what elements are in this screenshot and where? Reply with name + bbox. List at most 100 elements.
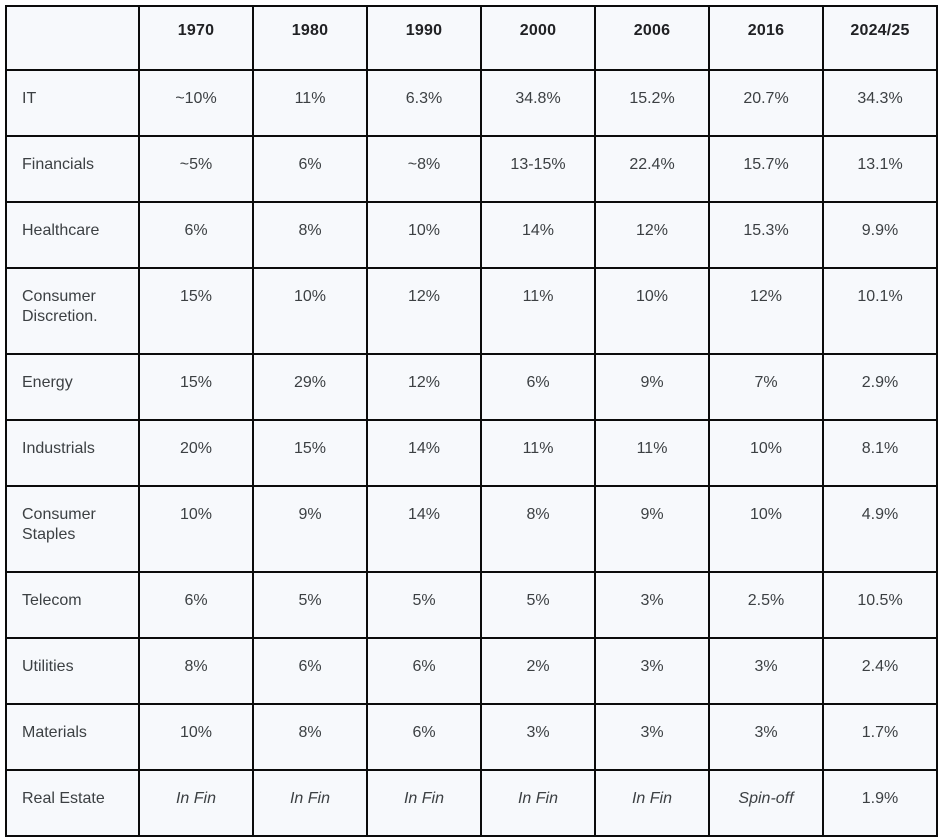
cell-value: 9%: [594, 485, 710, 573]
cell-value: 4.9%: [822, 485, 938, 573]
cell-value: 14%: [366, 485, 482, 573]
cell-value: 9%: [252, 485, 368, 573]
cell-value: 3%: [594, 571, 710, 639]
cell-value: 6%: [480, 353, 596, 421]
table-row: Industrials 20% 15% 14% 11% 11% 10% 8.1%: [5, 419, 938, 487]
cell-value: 14%: [480, 201, 596, 269]
cell-value: 6%: [252, 135, 368, 203]
cell-value: 29%: [252, 353, 368, 421]
cell-value: 7%: [708, 353, 824, 421]
cell-value: 13-15%: [480, 135, 596, 203]
page: 1970 1980 1990 2000 2006 2016 2024/25 IT ~10% 11…: [5, 5, 938, 837]
cell-value: 6%: [366, 703, 482, 771]
cell-value: 6.3%: [366, 69, 482, 137]
cell-value: 8%: [138, 637, 254, 705]
table-row: IT ~10% 11% 6.3% 34.8% 15.2% 20.7% 34.3%: [5, 69, 938, 137]
table-row: Materials 10% 8% 6% 3% 3% 3% 1.7%: [5, 703, 938, 771]
cell-value: ~10%: [138, 69, 254, 137]
cell-value: 6%: [138, 201, 254, 269]
cell-value: 3%: [594, 637, 710, 705]
cell-value: 15.2%: [594, 69, 710, 137]
cell-value: 10%: [366, 201, 482, 269]
column-header-year: 1980: [252, 5, 368, 71]
table-row: Consumer Discretion. 15% 10% 12% 11% 10% 12% 10…: [5, 267, 938, 355]
cell-value: 2.5%: [708, 571, 824, 639]
cell-value: 1.9%: [822, 769, 938, 837]
table-row: Real Estate In Fin In Fin In Fin In Fin In Fi…: [5, 769, 938, 837]
cell-value: 2%: [480, 637, 596, 705]
table-header-row: 1970 1980 1990 2000 2006 2016 2024/25: [5, 5, 938, 71]
cell-value: 10%: [708, 419, 824, 487]
cell-value: 10%: [138, 703, 254, 771]
cell-value: In Fin: [366, 769, 482, 837]
cell-value: 3%: [480, 703, 596, 771]
cell-value: 6%: [366, 637, 482, 705]
cell-value: 15.7%: [708, 135, 824, 203]
cell-value: 15%: [138, 353, 254, 421]
cell-value: 9%: [594, 353, 710, 421]
cell-value: 12%: [366, 353, 482, 421]
cell-value: 10%: [252, 267, 368, 355]
cell-value: 12%: [594, 201, 710, 269]
row-label: Financials: [5, 135, 140, 203]
cell-value: In Fin: [252, 769, 368, 837]
table-row: Financials ~5% 6% ~8% 13-15% 22.4% 15.7% 13.1%: [5, 135, 938, 203]
cell-value: ~8%: [366, 135, 482, 203]
cell-value: 5%: [480, 571, 596, 639]
cell-value: 5%: [252, 571, 368, 639]
column-header-year: 2024/25: [822, 5, 938, 71]
cell-value: 1.7%: [822, 703, 938, 771]
table-row: Telecom 6% 5% 5% 5% 3% 2.5% 10.5%: [5, 571, 938, 639]
cell-value: 34.3%: [822, 69, 938, 137]
cell-value: 11%: [480, 267, 596, 355]
cell-value: Spin-off: [708, 769, 824, 837]
cell-value: 2.9%: [822, 353, 938, 421]
cell-value: In Fin: [138, 769, 254, 837]
column-header-year: 2000: [480, 5, 596, 71]
cell-value: 34.8%: [480, 69, 596, 137]
cell-value: 13.1%: [822, 135, 938, 203]
cell-value: 8.1%: [822, 419, 938, 487]
column-header-year: 1990: [366, 5, 482, 71]
row-label: Industrials: [5, 419, 140, 487]
corner-header-cell: [5, 5, 140, 71]
sector-weights-table: 1970 1980 1990 2000 2006 2016 2024/25 IT ~10% 11…: [5, 5, 938, 837]
cell-value: 20.7%: [708, 69, 824, 137]
cell-value: 11%: [480, 419, 596, 487]
row-label: IT: [5, 69, 140, 137]
cell-value: 2.4%: [822, 637, 938, 705]
cell-value: 8%: [252, 703, 368, 771]
row-label: Telecom: [5, 571, 140, 639]
table-row: Utilities 8% 6% 6% 2% 3% 3% 2.4%: [5, 637, 938, 705]
row-label: Healthcare: [5, 201, 140, 269]
table-row: Healthcare 6% 8% 10% 14% 12% 15.3% 9.9%: [5, 201, 938, 269]
cell-value: 15%: [138, 267, 254, 355]
row-label: Consumer Discretion.: [5, 267, 140, 355]
cell-value: 5%: [366, 571, 482, 639]
cell-value: 6%: [252, 637, 368, 705]
cell-value: 11%: [594, 419, 710, 487]
table-row: Energy 15% 29% 12% 6% 9% 7% 2.9%: [5, 353, 938, 421]
cell-value: 15.3%: [708, 201, 824, 269]
cell-value: 12%: [366, 267, 482, 355]
cell-value: 10%: [594, 267, 710, 355]
cell-value: In Fin: [480, 769, 596, 837]
cell-value: 9.9%: [822, 201, 938, 269]
cell-value: 3%: [594, 703, 710, 771]
table-row: Consumer Staples 10% 9% 14% 8% 9% 10% 4.9%: [5, 485, 938, 573]
cell-value: 8%: [480, 485, 596, 573]
cell-value: 10.5%: [822, 571, 938, 639]
cell-value: 10%: [138, 485, 254, 573]
cell-value: 10%: [708, 485, 824, 573]
cell-value: ~5%: [138, 135, 254, 203]
cell-value: 8%: [252, 201, 368, 269]
cell-value: 12%: [708, 267, 824, 355]
cell-value: 3%: [708, 637, 824, 705]
cell-value: 6%: [138, 571, 254, 639]
row-label: Materials: [5, 703, 140, 771]
row-label: Energy: [5, 353, 140, 421]
cell-value: In Fin: [594, 769, 710, 837]
cell-value: 11%: [252, 69, 368, 137]
cell-value: 14%: [366, 419, 482, 487]
cell-value: 10.1%: [822, 267, 938, 355]
